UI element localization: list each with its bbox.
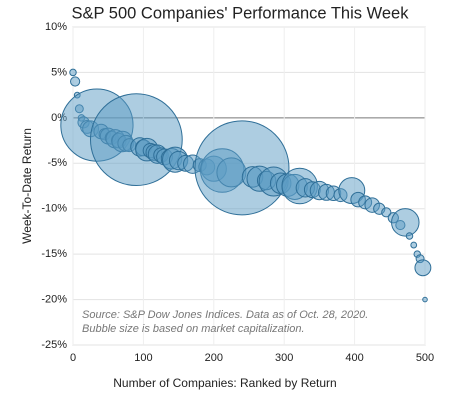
annotation: Bubble size is based on market capitaliz… xyxy=(82,323,305,335)
y-tick-label: 5% xyxy=(51,66,67,78)
x-tick-label: 200 xyxy=(205,352,223,364)
bubble xyxy=(422,296,428,303)
x-tick-label: 300 xyxy=(275,352,293,364)
x-tick-label: 500 xyxy=(416,352,434,364)
y-tick-label: -15% xyxy=(41,248,67,260)
y-tick-label: -25% xyxy=(41,339,67,351)
x-tick-label: 0 xyxy=(70,352,76,364)
chart-title: S&P 500 Companies' Performance This Week xyxy=(72,4,410,22)
annotation: Source: S&P Dow Jones Indices. Data as o… xyxy=(82,309,368,321)
y-tick-label: -10% xyxy=(41,203,67,215)
bubble xyxy=(405,232,414,240)
bubble xyxy=(391,208,420,237)
bubble xyxy=(410,241,418,249)
bubble xyxy=(414,259,432,277)
y-tick-label: 10% xyxy=(45,21,67,33)
x-tick-label: 400 xyxy=(345,352,363,364)
y-axis-title: Week-To-Date Return xyxy=(20,128,34,244)
bubble xyxy=(381,207,392,218)
x-axis-title: Number of Companies: Ranked by Return xyxy=(113,376,336,390)
x-tick-label: 100 xyxy=(134,352,152,364)
bubble xyxy=(70,76,81,87)
y-tick-label: -20% xyxy=(41,293,67,305)
y-tick-label: -5% xyxy=(47,157,67,169)
bubble xyxy=(69,68,77,77)
